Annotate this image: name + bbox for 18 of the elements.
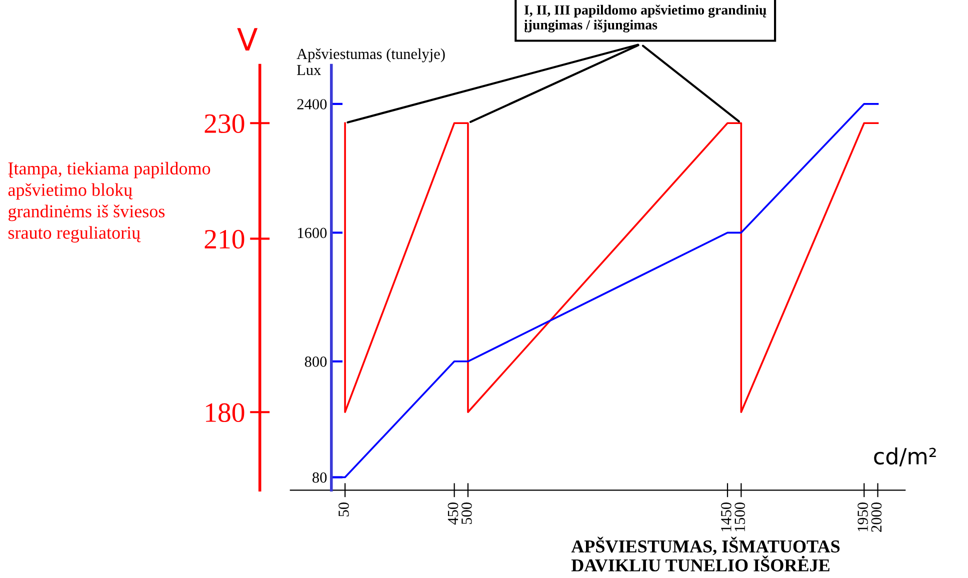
y2-tick-label: 2400 — [297, 99, 327, 110]
y2-tick-label: 1600 — [298, 228, 327, 238]
y2-tick-label: 800 — [304, 356, 327, 367]
y2-tick-label: 80 — [312, 472, 327, 483]
x-tick-label: 1950 — [858, 502, 868, 532]
text: APŠVIESTUMAS, IŠMATUOTAS DAVIKLIU TUNELIO IŠORĖJE — [571, 536, 840, 572]
x-tick-label: 450 — [448, 502, 458, 525]
x-tick-label: 1450 — [721, 502, 732, 532]
y-tick-label: 180 — [206, 403, 244, 422]
y-tick-label: 230 — [204, 114, 244, 134]
x-tick-label: 500 — [461, 502, 472, 524]
x-axis-title: cd/m² — [874, 447, 936, 466]
annotation: I, II, III papildomo apšvietimo grandinių įjungimas / išjungimas — [524, 4, 766, 32]
x-tick-label: 2000 — [871, 502, 882, 532]
y2-axis-title: Apšviestumas (tunelyje) Lux — [296, 48, 445, 76]
x-tick-label: 50 — [338, 502, 349, 516]
y-axis-title: V — [237, 28, 258, 50]
x-tick-label: 1500 — [734, 502, 745, 532]
